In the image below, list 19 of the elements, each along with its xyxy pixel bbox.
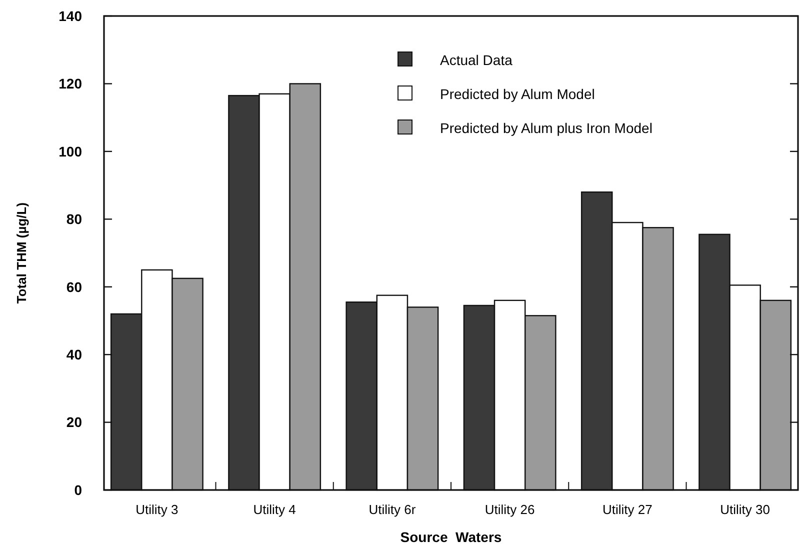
y-axis-title: Total THM (µg/L) bbox=[14, 202, 29, 304]
y-tick-label: 120 bbox=[58, 76, 82, 92]
x-tick-label: Utility 27 bbox=[602, 502, 652, 517]
legend-label: Predicted by Alum Model bbox=[440, 86, 595, 102]
y-tick-label: 80 bbox=[66, 211, 82, 228]
legend-label: Actual Data bbox=[440, 52, 513, 68]
y-tick-label: 100 bbox=[58, 143, 82, 160]
y-tick-label: 0 bbox=[74, 482, 82, 498]
x-axis-title: Source Waters bbox=[400, 529, 502, 545]
legend-label: Predicted by Alum plus Iron Model bbox=[440, 120, 652, 136]
y-tick-label: 140 bbox=[58, 8, 82, 24]
x-tick-label: Utility 3 bbox=[136, 502, 178, 517]
x-tick-label: Utility 6r bbox=[368, 502, 416, 517]
y-tick-label: 60 bbox=[66, 278, 82, 295]
y-tick-label: 40 bbox=[66, 346, 82, 362]
y-tick-label: 20 bbox=[66, 414, 82, 430]
x-tick-label: Utility 4 bbox=[253, 502, 296, 517]
x-tick-label: Utility 30 bbox=[720, 502, 770, 517]
x-tick-label: Utility 26 bbox=[484, 502, 535, 517]
